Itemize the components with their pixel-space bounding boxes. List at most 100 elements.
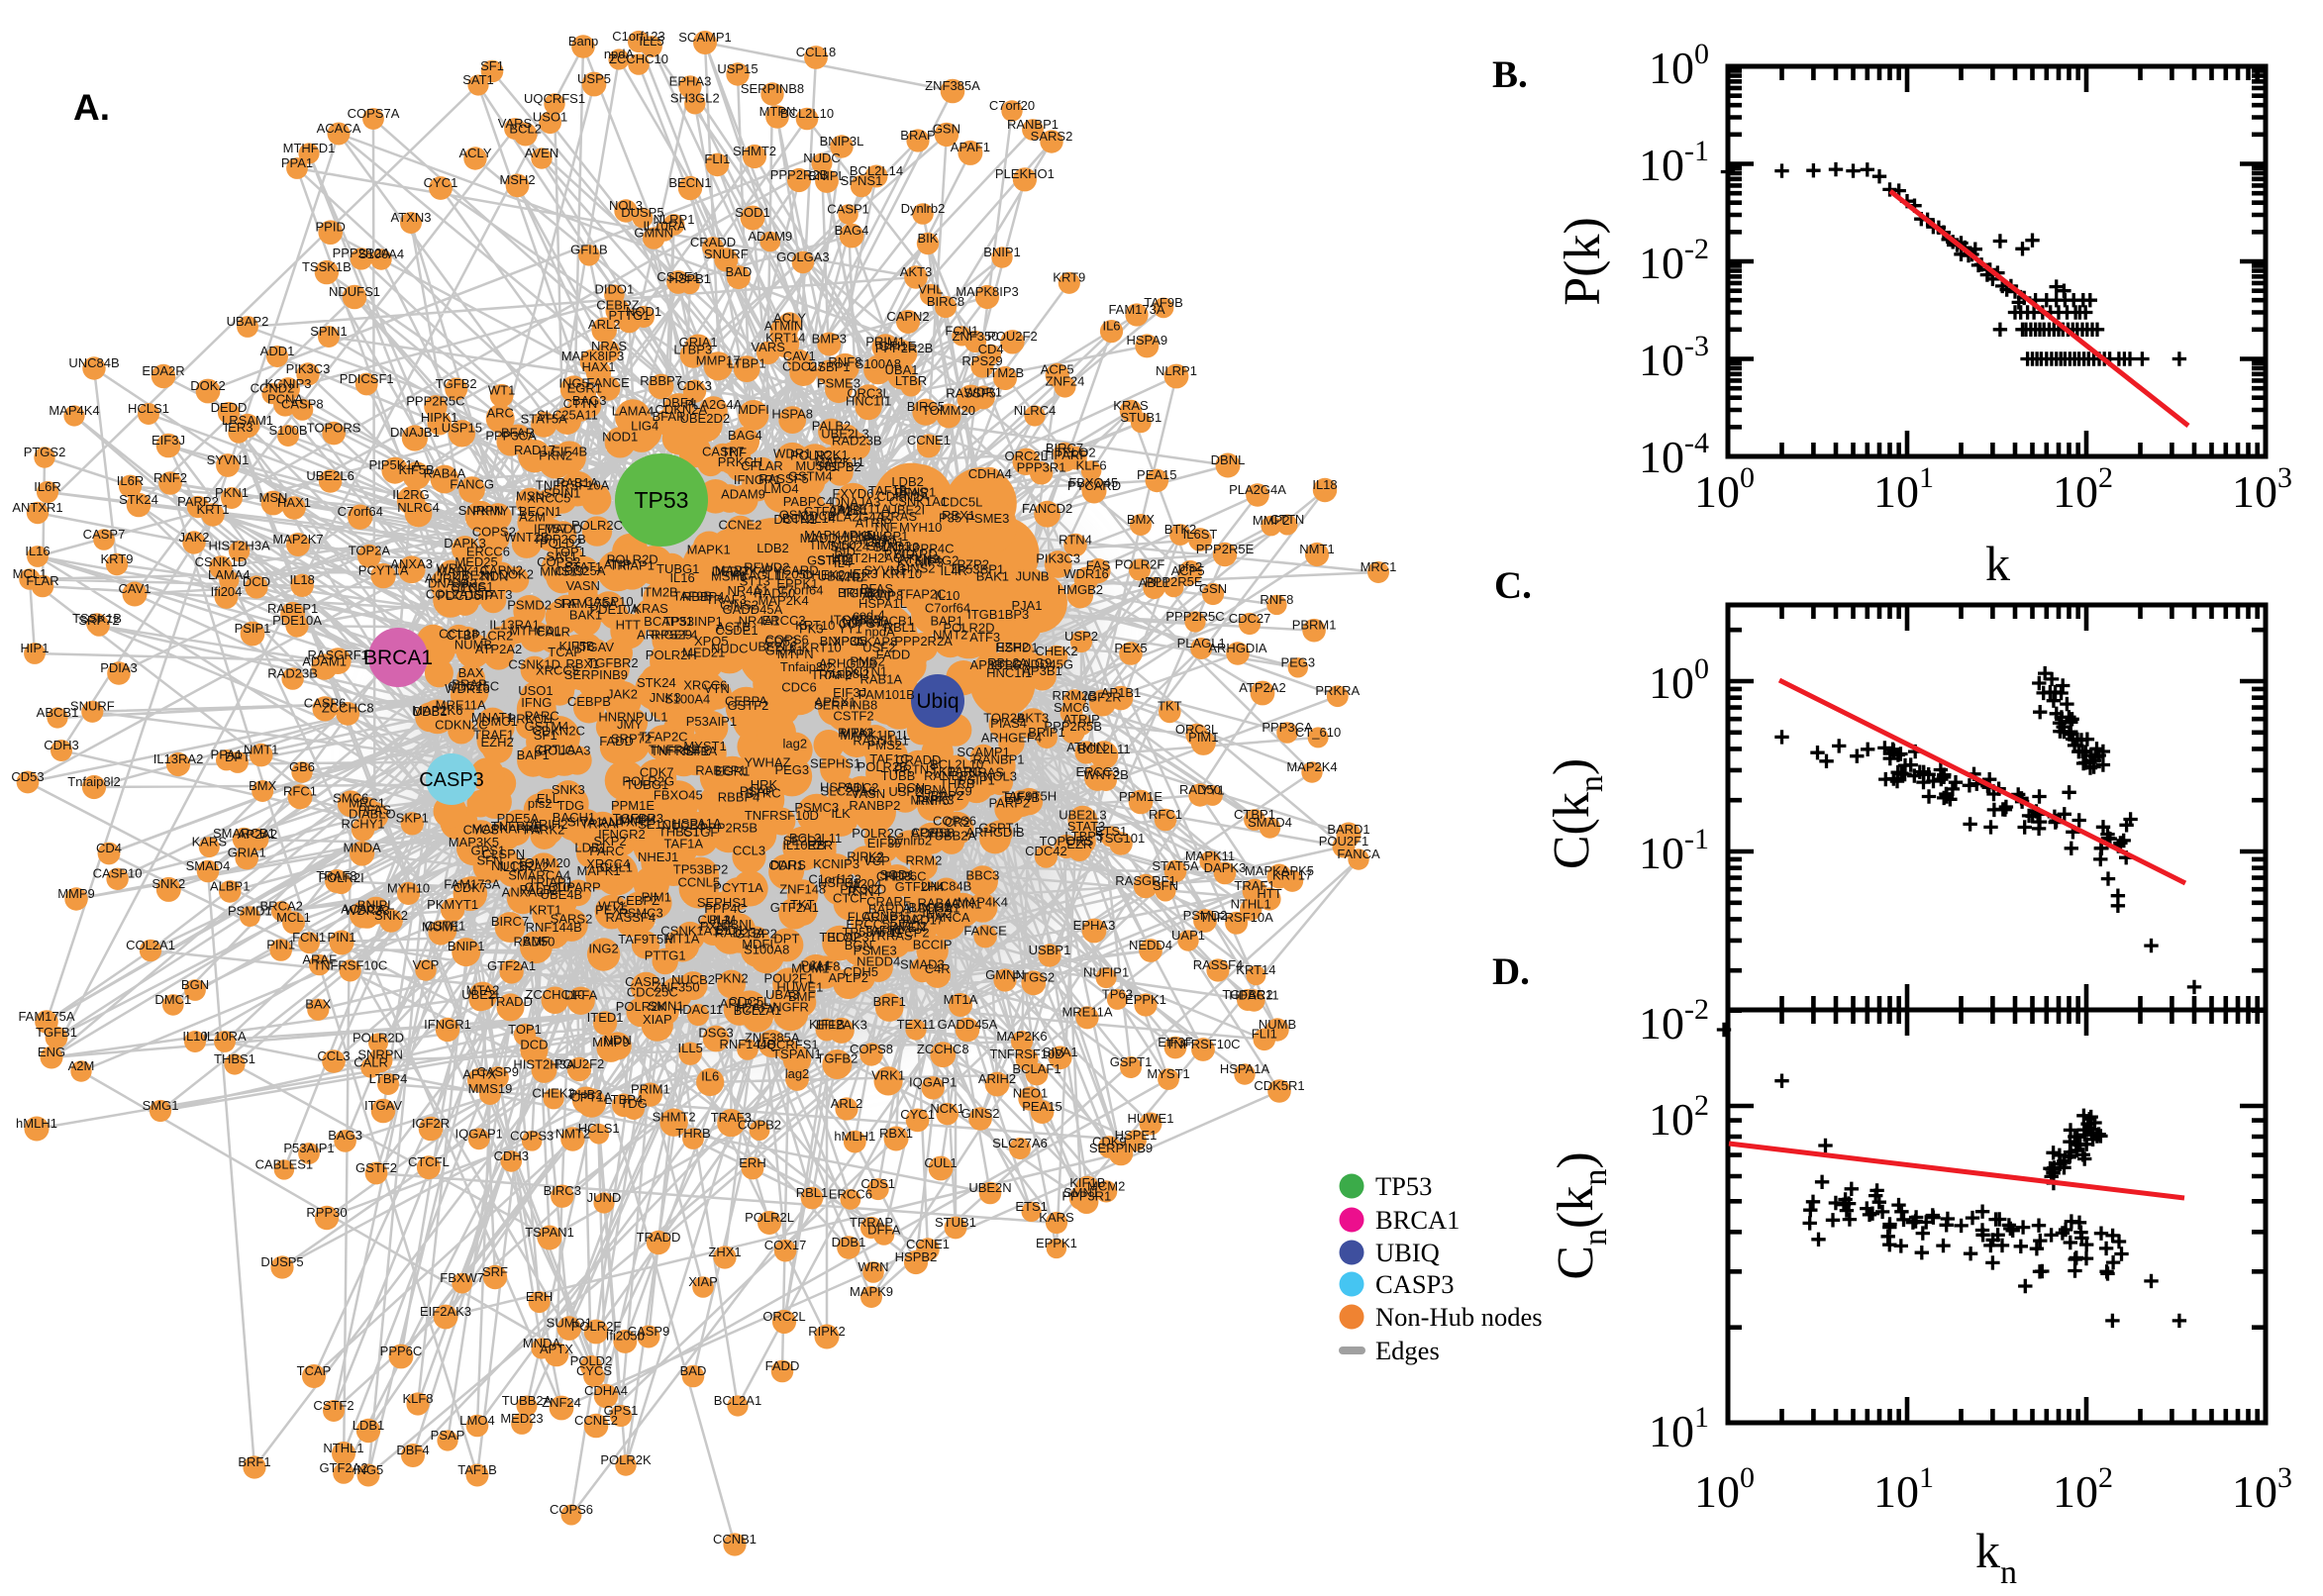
svg-text:ADAM9: ADAM9 — [721, 486, 765, 501]
svg-text:AP2B1: AP2B1 — [911, 825, 951, 840]
svg-text:LTBP3: LTBP3 — [673, 342, 712, 356]
svg-text:PKMYT1: PKMYT1 — [427, 897, 478, 912]
svg-text:NLRC4: NLRC4 — [397, 500, 440, 515]
svg-text:USP5: USP5 — [577, 71, 611, 86]
svg-text:EGR1: EGR1 — [715, 763, 750, 778]
svg-text:MMP9: MMP9 — [57, 886, 95, 901]
svg-text:RIPK2: RIPK2 — [808, 1324, 846, 1339]
svg-text:k: k — [1985, 536, 2010, 591]
svg-text:CEBPB: CEBPB — [567, 694, 611, 709]
svg-text:ACACA: ACACA — [317, 121, 361, 136]
svg-text:HAX1: HAX1 — [582, 359, 616, 374]
svg-text:SMG1: SMG1 — [143, 1098, 179, 1113]
svg-text:IL2RG: IL2RG — [392, 487, 430, 502]
svg-text:ZCCHC10: ZCCHC10 — [609, 51, 668, 66]
svg-text:MAPK1IP1L: MAPK1IP1L — [840, 728, 910, 743]
svg-text:XRCC6: XRCC6 — [683, 678, 727, 693]
svg-text:TAF9B: TAF9B — [1144, 295, 1183, 310]
svg-text:EIF3J: EIF3J — [152, 433, 185, 448]
svg-text:NUCB2: NUCB2 — [491, 858, 535, 873]
svg-text:ING5: ING5 — [354, 1462, 383, 1477]
svg-text:RBL1: RBL1 — [884, 620, 917, 635]
svg-text:TFAP2C: TFAP2C — [897, 587, 946, 602]
svg-text:PSME3: PSME3 — [854, 944, 897, 958]
svg-text:NDN: NDN — [604, 1033, 632, 1047]
svg-text:XIAP: XIAP — [643, 1012, 672, 1027]
svg-text:BIRC7: BIRC7 — [491, 914, 529, 929]
svg-text:ERCC3: ERCC3 — [762, 613, 806, 628]
svg-text:NHEJ1: NHEJ1 — [638, 849, 678, 864]
svg-text:HCLS1: HCLS1 — [128, 401, 169, 416]
svg-text:BRF1: BRF1 — [873, 994, 906, 1009]
svg-text:SAT1: SAT1 — [462, 72, 494, 87]
svg-text:FBXO45: FBXO45 — [654, 788, 703, 803]
svg-text:IQGAP1: IQGAP1 — [909, 1075, 957, 1090]
svg-text:ATF3: ATF3 — [969, 630, 1000, 645]
svg-text:DAPK3: DAPK3 — [1204, 860, 1247, 875]
svg-text:KRT9: KRT9 — [101, 551, 134, 566]
svg-text:BAD: BAD — [680, 1363, 707, 1378]
svg-text:PEG3: PEG3 — [1280, 654, 1315, 669]
svg-text:ENG: ENG — [38, 1045, 65, 1059]
svg-text:BCLAF1: BCLAF1 — [1012, 1061, 1060, 1076]
svg-text:GSPT1: GSPT1 — [1110, 1054, 1153, 1069]
svg-text:TUBG1: TUBG1 — [656, 561, 699, 576]
svg-text:FAM173A: FAM173A — [444, 876, 500, 891]
svg-text:CSTF1: CSTF1 — [425, 918, 465, 933]
svg-text:KLF6: KLF6 — [1076, 457, 1107, 472]
svg-text:DUSP5: DUSP5 — [621, 205, 663, 220]
svg-text:NMT2: NMT2 — [933, 627, 967, 642]
svg-text:DDB1: DDB1 — [413, 704, 448, 719]
svg-text:FBXO45: FBXO45 — [1068, 475, 1118, 490]
svg-text:P(k): P(k) — [1555, 217, 1611, 306]
svg-text:GOLGA3: GOLGA3 — [776, 249, 829, 264]
svg-text:ZCCHC10: ZCCHC10 — [525, 987, 584, 1002]
svg-text:THBS1: THBS1 — [214, 1051, 255, 1066]
svg-text:HIPK1: HIPK1 — [421, 410, 458, 425]
svg-text:PRIM1: PRIM1 — [631, 1081, 670, 1096]
svg-text:PSMD2: PSMD2 — [507, 598, 552, 613]
svg-text:PEX5: PEX5 — [1114, 641, 1147, 655]
svg-text:DPT: DPT — [773, 932, 799, 947]
svg-text:RFC1: RFC1 — [283, 784, 317, 799]
svg-text:SFN: SFN — [1153, 878, 1178, 893]
svg-text:BLK: BLK — [863, 529, 888, 544]
svg-text:VASN: VASN — [852, 786, 885, 801]
svg-text:BRF1: BRF1 — [238, 1454, 270, 1469]
svg-text:NEDD4: NEDD4 — [1129, 938, 1172, 952]
svg-text:S100A8: S100A8 — [856, 356, 901, 371]
svg-text:THRB: THRB — [675, 1126, 710, 1141]
svg-text:CUL1: CUL1 — [924, 1155, 957, 1170]
svg-text:PKMYT1: PKMYT1 — [472, 504, 524, 519]
svg-text:ITGAV: ITGAV — [576, 640, 614, 654]
svg-text:S100B: S100B — [268, 423, 307, 438]
svg-text:CDH3: CDH3 — [494, 1148, 529, 1163]
svg-text:TGFBR2: TGFBR2 — [587, 655, 638, 670]
svg-text:ACLY: ACLY — [773, 311, 806, 326]
svg-text:BAK1: BAK1 — [569, 608, 602, 623]
svg-text:TGFB2: TGFB2 — [436, 376, 477, 391]
svg-text:GINS2: GINS2 — [960, 1106, 999, 1121]
svg-text:BIRC3: BIRC3 — [544, 1183, 581, 1198]
svg-text:DNAJB1: DNAJB1 — [390, 425, 440, 440]
svg-text:RTN4: RTN4 — [1059, 532, 1092, 547]
svg-text:DBNL: DBNL — [1211, 452, 1246, 467]
svg-text:CD53: CD53 — [764, 635, 797, 649]
svg-text:TP53BP1: TP53BP1 — [949, 561, 1004, 576]
svg-text:Ubiq: Ubiq — [916, 690, 959, 713]
svg-text:DIDO1: DIDO1 — [595, 282, 635, 297]
svg-text:RRAS: RRAS — [881, 509, 917, 524]
svg-text:UAP1: UAP1 — [1171, 928, 1205, 943]
svg-text:MRE11A: MRE11A — [1061, 1005, 1112, 1020]
svg-text:BACH1: BACH1 — [553, 810, 595, 825]
svg-text:OSM: OSM — [779, 507, 809, 522]
svg-text:SLC27A6: SLC27A6 — [992, 1136, 1048, 1150]
svg-text:PPID: PPID — [316, 220, 346, 235]
svg-text:TSSK1B: TSSK1B — [302, 259, 352, 274]
svg-text:A2M: A2M — [519, 509, 546, 524]
svg-text:TAF1C: TAF1C — [863, 923, 903, 938]
svg-text:MAP2K7: MAP2K7 — [272, 532, 323, 547]
svg-text:ITM2B: ITM2B — [640, 584, 677, 599]
svg-text:lag2: lag2 — [783, 737, 808, 751]
svg-text:CASP9: CASP9 — [476, 1064, 519, 1079]
